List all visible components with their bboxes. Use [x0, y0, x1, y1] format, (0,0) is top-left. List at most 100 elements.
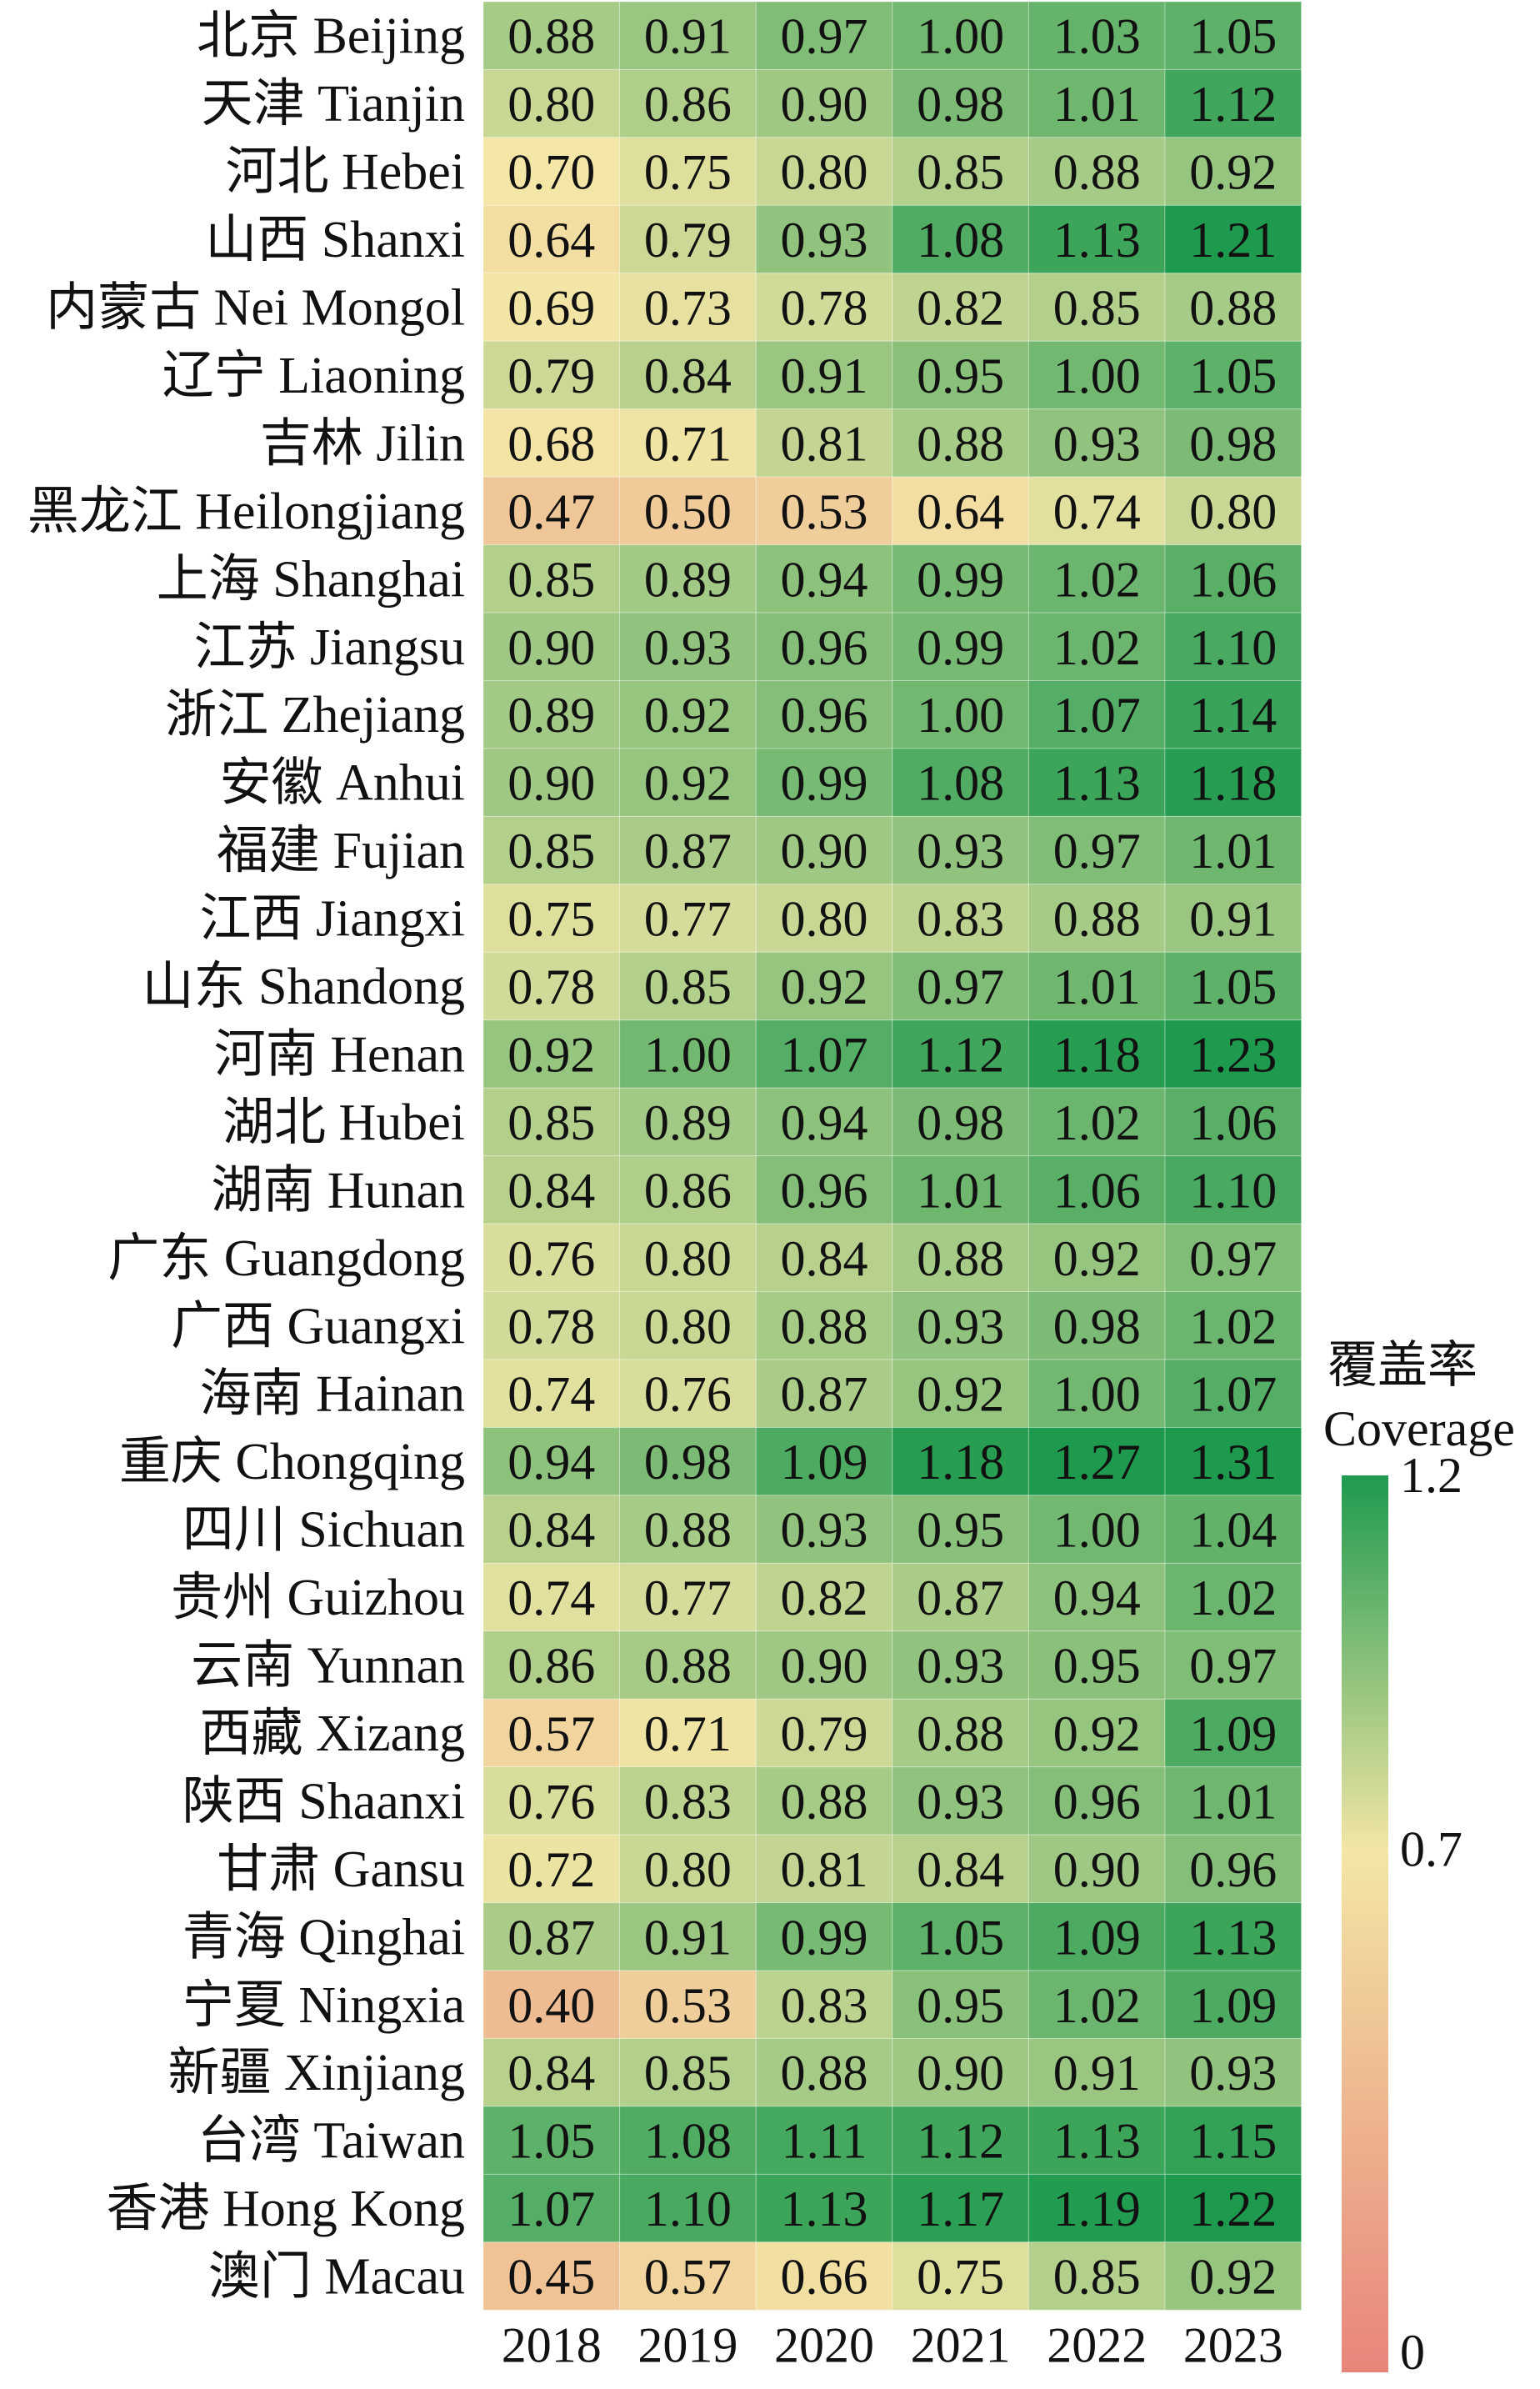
cell-value-label: 0.92: [1189, 2250, 1277, 2305]
heatmap-cell: [1028, 612, 1166, 681]
row-label: 河南 Henan: [214, 1026, 465, 1083]
cell-value-label: 0.74: [1053, 484, 1141, 539]
cell-value-label: 0.93: [644, 620, 732, 675]
column-label: 2020: [774, 2317, 874, 2372]
heatmap-cell: [755, 951, 893, 1021]
cell-value-label: 1.13: [1053, 213, 1141, 268]
heatmap-cell: [1164, 340, 1302, 410]
cell-value-label: 0.83: [644, 1774, 732, 1829]
heatmap-cell: [619, 204, 757, 274]
cell-value-label: 0.85: [644, 2046, 732, 2101]
heatmap-cell: [1164, 1291, 1302, 1360]
cell-value-label: 0.93: [1189, 2046, 1277, 2101]
cell-value-label: 0.90: [917, 2046, 1004, 2101]
cell-value-label: 0.80: [508, 77, 595, 132]
cell-value-label: 0.91: [1053, 2046, 1141, 2101]
column-label: 2019: [638, 2317, 738, 2372]
cell-value-label: 0.99: [917, 552, 1004, 607]
cell-value-label: 0.88: [644, 1503, 732, 1558]
cell-value-label: 0.91: [644, 9, 732, 64]
cell-value-label: 0.97: [1189, 1231, 1277, 1286]
heatmap-cell: [1164, 1902, 1302, 1971]
heatmap-cell: [482, 1562, 621, 1632]
cell-value-label: 0.85: [1053, 281, 1141, 336]
cell-value-label: 0.90: [508, 620, 595, 675]
heatmap-cell: [619, 1223, 757, 1293]
heatmap-cell: [482, 612, 621, 681]
heatmap-cell: [1028, 273, 1166, 342]
cell-value-label: 0.73: [644, 281, 732, 336]
cell-value-label: 0.84: [508, 1163, 595, 1218]
heatmap-cell: [1164, 2173, 1302, 2243]
cell-value-label: 0.96: [1053, 1774, 1141, 1829]
cell-value-label: 0.92: [1189, 145, 1277, 200]
heatmap-cell: [1164, 1223, 1302, 1293]
cell-value-label: 0.80: [781, 892, 868, 947]
cell-value-label: 0.79: [644, 213, 732, 268]
heatmap-cell: [482, 2241, 621, 2311]
cell-value-label: 1.03: [1053, 9, 1141, 64]
cell-value-label: 0.85: [917, 145, 1004, 200]
heatmap-cell: [619, 951, 757, 1021]
cell-value-label: 1.13: [1053, 756, 1141, 811]
cell-value-label: 0.80: [644, 1231, 732, 1286]
heatmap-cell: [1164, 1, 1302, 70]
heatmap-cell: [482, 1426, 621, 1496]
heatmap-cell: [1028, 1834, 1166, 1904]
heatmap-cell: [1164, 1019, 1302, 1089]
heatmap-cell: [755, 1087, 893, 1157]
cell-value-label: 0.94: [781, 552, 868, 607]
cell-value-label: 0.84: [917, 1842, 1004, 1897]
row-label: 四川 Sichuan: [182, 1502, 465, 1559]
cell-value-label: 0.84: [644, 348, 732, 403]
cell-value-label: 0.88: [917, 416, 1004, 471]
heatmap-cell: [755, 815, 893, 885]
heatmap-cell: [755, 612, 893, 681]
row-label: 青海 Qinghai: [182, 1909, 465, 1966]
cell-value-label: 1.09: [1189, 1706, 1277, 1761]
row-label: 辽宁 Liaoning: [162, 348, 465, 404]
heatmap-cell: [482, 273, 621, 342]
heatmap-cell: [1164, 476, 1302, 546]
cell-value-label: 1.01: [1189, 824, 1277, 879]
row-label: 江西 Jiangxi: [199, 891, 465, 948]
heatmap-cell: [482, 1970, 621, 2040]
cell-value-label: 1.06: [1053, 1163, 1141, 1218]
heatmap-cell: [1164, 1359, 1302, 1428]
cell-value-label: 0.87: [917, 1570, 1004, 1625]
cell-value-label: 0.64: [508, 213, 595, 268]
heatmap-cell: [1164, 1698, 1302, 1768]
column-label: 2021: [911, 2317, 1011, 2372]
cell-value-label: 1.04: [1189, 1503, 1277, 1558]
cell-value-label: 0.91: [1189, 892, 1277, 947]
cell-value-label: 0.87: [644, 824, 732, 879]
cell-value-label: 1.01: [917, 1163, 1004, 1218]
cell-value-label: 0.91: [781, 348, 868, 403]
cell-value-label: 0.76: [508, 1774, 595, 1829]
heatmap-cell: [892, 884, 1029, 953]
row-label: 内蒙古 Nei Mongol: [46, 280, 465, 337]
heatmap-cell: [619, 1426, 757, 1496]
cell-value-label: 0.71: [644, 416, 732, 471]
heatmap-cell: [892, 1562, 1029, 1632]
cell-value-label: 1.00: [917, 9, 1004, 64]
heatmap-cell: [892, 137, 1029, 206]
cell-value-label: 0.93: [1053, 416, 1141, 471]
heatmap-cell: [619, 1019, 757, 1089]
cell-value-label: 1.13: [1053, 2114, 1141, 2169]
heatmap-cell: [1028, 340, 1166, 410]
column-labels: 2018 2019 2020 2021 2022 2023: [502, 2317, 1283, 2372]
cell-value-label: 1.05: [1189, 348, 1277, 403]
heatmap-cell: [619, 408, 757, 478]
heatmap-cell: [892, 1087, 1029, 1157]
colorbar-tick-label: 0.7: [1400, 1821, 1462, 1876]
heatmap-cell: [892, 408, 1029, 478]
row-label: 安徽 Anhui: [219, 755, 465, 812]
cell-value-label: 0.94: [508, 1435, 595, 1490]
cell-value-label: 1.09: [1053, 1910, 1141, 1965]
colorbar-tick-label: 0: [1400, 2325, 1425, 2380]
cell-value-label: 1.13: [781, 2181, 868, 2236]
heatmap-cell: [755, 2038, 893, 2107]
cell-value-label: 0.93: [917, 1639, 1004, 1694]
heatmap-cell: [892, 815, 1029, 885]
